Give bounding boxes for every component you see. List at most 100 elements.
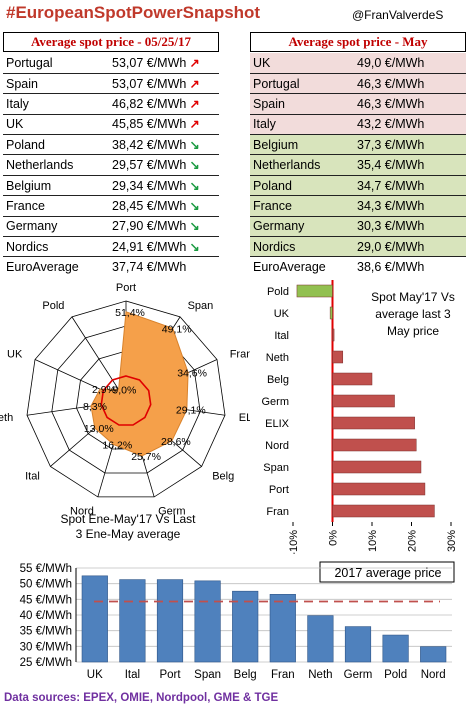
table-row: Netherlands 29,57 €/MWh ↘	[3, 154, 219, 176]
hbar-title-line: average last 3	[375, 307, 451, 321]
table-row: Poland 38,42 €/MWh ↘	[3, 134, 219, 156]
column-tick-label: 40 €/MWh	[20, 610, 72, 622]
price-value: 45,85 €/MWh	[112, 117, 187, 132]
trend-up-icon: ↗	[186, 55, 200, 70]
radar-category-label: Fran	[230, 349, 250, 361]
trend-down-icon: ↘	[186, 239, 200, 254]
trend-down-icon: ↘	[186, 198, 200, 213]
radar-value-label: 16,2%	[102, 439, 132, 451]
radar-category-label: Neth	[0, 412, 13, 424]
price-cell: 29,34 €/MWh ↘	[109, 175, 219, 197]
table-row: Italy 43,2 €/MWh	[250, 114, 466, 136]
column-category-label: Port	[159, 669, 181, 681]
table-row: Portugal 53,07 €/MWh ↗	[3, 53, 219, 74]
radar-ring	[26, 300, 226, 498]
hbar-bar	[332, 394, 395, 408]
right-table-heading: Average spot price - May	[250, 32, 466, 52]
price-value: 29,34 €/MWh	[112, 178, 187, 193]
radar-title-line-2: 3 Ene-May average	[76, 527, 181, 541]
price-cell: 34,7 €/MWh	[354, 175, 466, 197]
country-cell: France	[3, 195, 109, 217]
price-cell: 27,90 €/MWh ↘	[109, 216, 219, 238]
price-value: 43,2 €/MWh	[357, 117, 425, 132]
hbar-bar	[332, 438, 417, 452]
hbar-bar	[332, 372, 373, 386]
country-cell: Germany	[3, 216, 109, 238]
trend-down-icon: ↘	[186, 219, 200, 234]
trend-up-icon: ↗	[186, 76, 200, 91]
data-sources: Data sources: EPEX, OMIE, Nordpool, GME …	[4, 692, 279, 704]
table-row: UK 45,85 €/MWh ↗	[3, 114, 219, 136]
price-cell: 30,3 €/MWh	[354, 216, 466, 238]
hbar-tick-label: 30%	[446, 530, 458, 552]
hbar-category-label: Fran	[266, 506, 289, 518]
average-label: EuroAverage	[6, 260, 79, 275]
table-row: Germany 27,90 €/MWh ↘	[3, 216, 219, 238]
column-chart: 25 €/MWh 30 €/MWh 35 €/MWh 40 €/MWh 45 €/MWh…	[20, 561, 455, 681]
price-cell: 43,2 €/MWh	[354, 114, 466, 136]
price-value: 46,3 €/MWh	[357, 76, 425, 91]
table-row: Nordics 29,0 €/MWh	[250, 236, 466, 258]
price-value: 53,07 €/MWh	[112, 55, 187, 70]
hbar-tick-label: 10%	[367, 530, 379, 552]
column-tick-label: 30 €/MWh	[20, 641, 72, 653]
hbar-chart: -10% 0% 10% 20% 30% Pold UK Ital Neth Belg Germ EL…	[262, 280, 458, 554]
country-cell: Nordics	[3, 236, 109, 258]
price-value: 24,91 €/MWh	[112, 239, 187, 254]
country-cell: Belgium	[250, 134, 354, 156]
price-value: 38,42 €/MWh	[112, 137, 187, 152]
radar-value-label: 51,4%	[115, 307, 145, 319]
hbar-bar	[329, 306, 333, 320]
trend-down-icon: ↘	[186, 158, 200, 173]
radar-labels: Port Span Fran ELIX Belg Germ Nord Ital Neth UK Po…	[0, 282, 250, 517]
country-cell: Portugal	[250, 73, 354, 95]
radar-category-label: ELIX	[239, 412, 250, 424]
radar-value-label: 2,9%	[92, 384, 116, 396]
column-bar	[307, 615, 334, 663]
radar-category-label: Belg	[212, 471, 234, 483]
price-value: 28,45 €/MWh	[112, 198, 187, 213]
column-category-label: Neth	[308, 669, 332, 681]
country-cell: Netherlands	[250, 154, 354, 176]
trend-up-icon: ↗	[186, 96, 200, 111]
table-row: France 34,3 €/MWh	[250, 195, 466, 217]
table-row: Nordics 24,91 €/MWh ↘	[3, 236, 219, 258]
average-value: 38,6 €/MWh	[357, 260, 425, 275]
author-handle: @FranValverdeS	[352, 8, 444, 22]
country-cell: Germany	[250, 216, 354, 238]
price-value: 34,7 €/MWh	[357, 178, 425, 193]
hbar-tick-label: 20%	[407, 530, 419, 552]
price-cell: 29,57 €/MWh ↘	[109, 154, 219, 176]
price-cell: 46,82 €/MWh ↗	[109, 93, 219, 115]
hbar-bar	[332, 350, 344, 364]
price-cell: 46,3 €/MWh	[354, 93, 466, 115]
price-value: 35,4 €/MWh	[357, 158, 425, 173]
average-label: EuroAverage	[253, 260, 326, 275]
column-bar	[232, 590, 259, 663]
hbar-category-label: Germ	[262, 396, 290, 408]
hbar-title-line: May price	[387, 324, 439, 338]
price-cell: 35,4 €/MWh	[354, 154, 466, 176]
column-bars	[81, 575, 447, 663]
table-row: Spain 46,3 €/MWh	[250, 93, 466, 115]
hbar-category-label: Ital	[274, 330, 289, 342]
hbar-category-label: Port	[269, 484, 289, 496]
average-row: EuroAverage 38,6 €/MWh	[250, 257, 466, 277]
column-title-box	[319, 561, 455, 583]
table-row: Netherlands 35,4 €/MWh	[250, 154, 466, 176]
radar-value-label: -9,0%	[109, 384, 136, 396]
radar-value-label: 29,1%	[176, 405, 206, 417]
hbar-tick-label: -10%	[288, 530, 300, 554]
radar-area	[90, 311, 189, 457]
price-cell: 45,85 €/MWh ↗	[109, 114, 219, 136]
page-title: #EuropeanSpotPowerSnapshot	[6, 3, 261, 22]
country-cell: Netherlands	[3, 154, 109, 176]
radar-category-label: Port	[116, 282, 136, 294]
column-bar	[344, 626, 372, 663]
column-category-label: Nord	[421, 669, 446, 681]
hbar-labels: Pold UK Ital Neth Belg Germ ELIX Nord Span Port Fr…	[262, 286, 290, 518]
monthly-price-table: UK 49,0 €/MWh Portugal 46,3 €/MWh Spain 46,3 …	[250, 53, 466, 277]
radar-value-label: 25,7%	[131, 451, 161, 463]
price-value: 46,3 €/MWh	[357, 96, 425, 111]
radar-ring	[51, 325, 201, 474]
